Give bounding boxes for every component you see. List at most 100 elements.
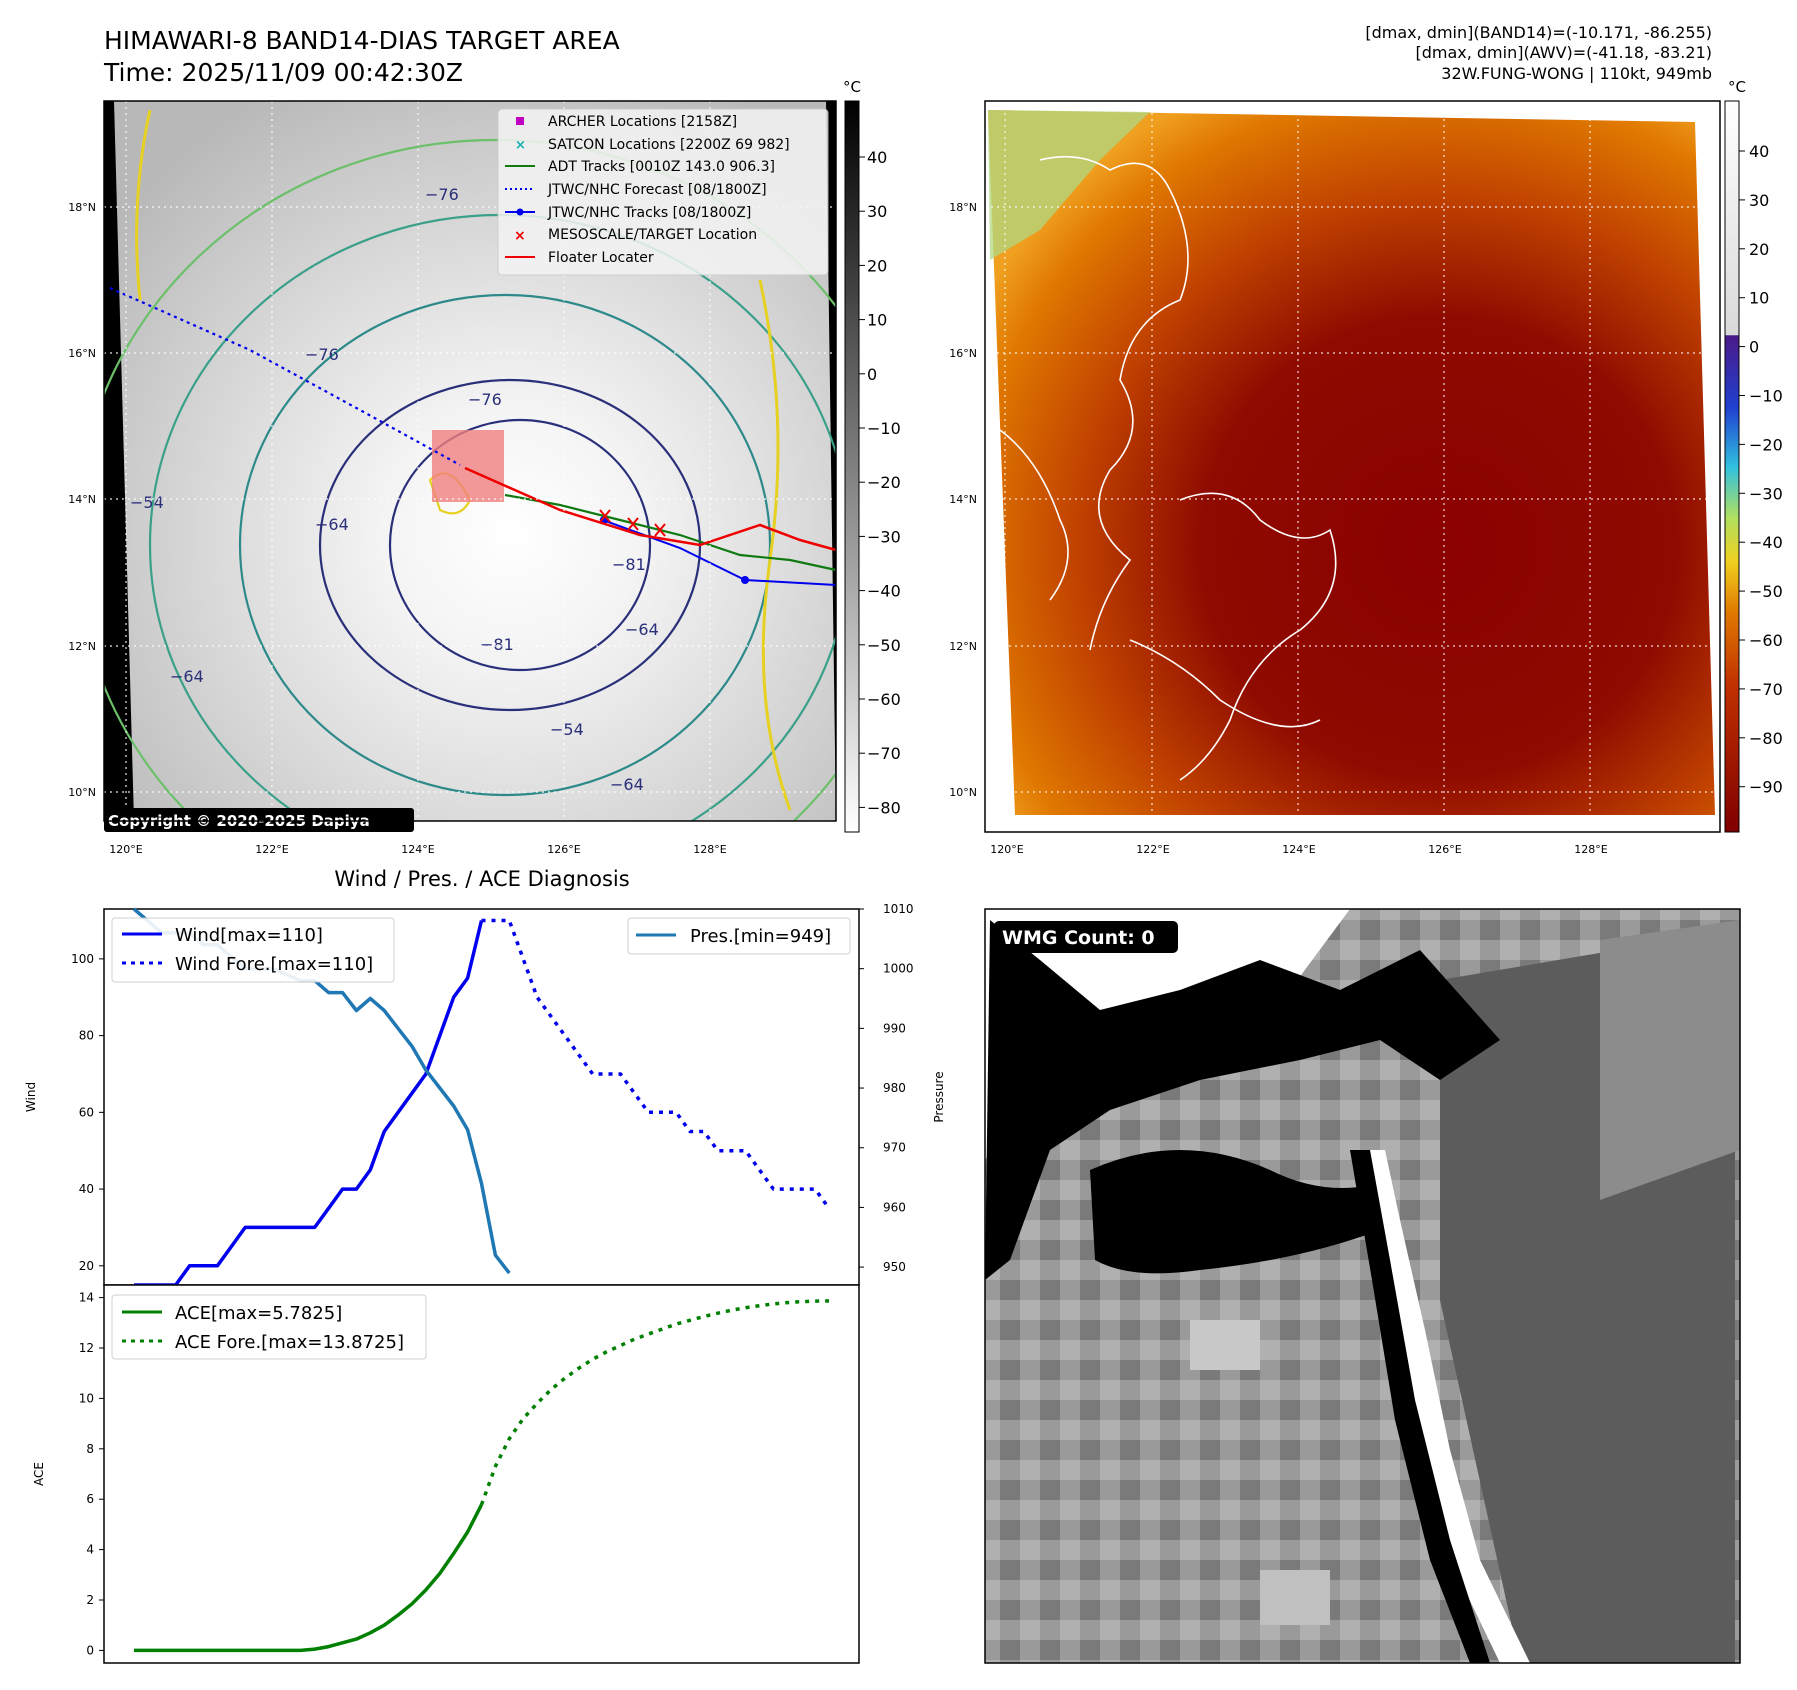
awv-imagery [988, 110, 1715, 815]
diag-band14: [dmax, dmin](BAND14)=(-10.171, -86.255) [1365, 23, 1712, 42]
wmg-panel: WMG Count: 0 [984, 908, 1741, 1664]
awv-coastlines [999, 155, 1337, 781]
ir-legend: ARCHER Locations [2158Z] × SATCON Locati… [497, 108, 829, 276]
awv-colorbar-tick-label: −30 [1749, 484, 1783, 503]
contour-label: −54 [550, 720, 584, 739]
wind-legend: Wind[max=110] Wind Fore.[max=110] Pres.[… [111, 917, 851, 983]
awv-colorbar-tick-label: 0 [1749, 338, 1759, 357]
tracks-marker [516, 208, 524, 216]
legend-tracks: JTWC/NHC Tracks [08/1800Z] [547, 205, 751, 221]
y-right-tick-label: 970 [883, 1141, 906, 1155]
ace-ylabel: ACE [32, 1462, 46, 1486]
map-axis-ticks: 120°E 122°E 124°E 126°E 128°E 18°N 16°N 14°N 12°… [68, 201, 1608, 856]
lat-tick-label: 18°N [68, 201, 96, 214]
y-right-tick-label: 980 [883, 1081, 906, 1095]
diagnosis-title: Wind / Pres. / ACE Diagnosis [334, 867, 629, 891]
y-tick-label: 80 [79, 1029, 94, 1043]
adt-track [504, 493, 837, 572]
contour-label: −81 [480, 635, 514, 654]
awv-colorbar-tick-label: −40 [1749, 533, 1783, 552]
legend-ace-fore: ACE Fore.[max=13.8725] [175, 1332, 404, 1353]
copyright-box [104, 808, 414, 832]
awv-colorbar-tick-label: 20 [1749, 240, 1769, 259]
wmg-black-blob [1090, 1150, 1390, 1274]
wmg-black-band [985, 920, 1500, 1280]
legend-archer: ARCHER Locations [2158Z] [548, 114, 737, 130]
awv-dry-region [988, 110, 1150, 260]
contour-label: −76 [468, 390, 502, 409]
figure-time: Time: 2025/11/09 00:42:30Z [104, 58, 463, 87]
wind-pressure-chart: Wind Pressure 20 40 60 80 100 950 960 970 980 990… [24, 902, 946, 1287]
lon-tick-label: 120°E [990, 843, 1023, 856]
y-tick-label: 12 [79, 1341, 94, 1355]
ir-colorbar-tick-label: 10 [867, 311, 887, 330]
legend-wind: Wind[max=110] [175, 925, 323, 946]
contour-label: −64 [610, 775, 644, 794]
contour-labels: −76 −76 −76 −64 −81 −81 −64 −54 −64 −54 … [130, 185, 659, 794]
y-right-tick-label: 1000 [883, 962, 914, 976]
wmg-bright-spot [1260, 1570, 1330, 1625]
legend-pres: Pres.[min=949] [690, 926, 831, 947]
y-tick-label: 20 [79, 1259, 94, 1273]
series-line-1 [479, 1299, 830, 1506]
series-line-1 [481, 918, 831, 1210]
awv-colorbar-ticks: 40 30 20 10 0 −10 −20 −30 −40 −50 −60 −70 −80 −90 [1739, 142, 1783, 797]
diag-storm: 32W.FUNG-WONG | 110kt, 949mb [1441, 64, 1712, 83]
ir-colorbar-tick-label: −60 [867, 690, 901, 709]
target-markers [599, 509, 666, 537]
lat-tick-label: 12°N [68, 640, 96, 653]
legend-adt: ADT Tracks [0010Z 143.0 906.3] [548, 159, 775, 175]
pres-legend-box [627, 917, 851, 955]
ace-series [134, 1299, 830, 1653]
lat-tick-label: 18°N [949, 201, 977, 214]
awv-colorbar [1724, 100, 1740, 833]
ir-gridlines [104, 101, 836, 821]
lat-tick-label: 16°N [949, 347, 977, 360]
wind-legend-box [111, 917, 395, 983]
figure-title: HIMAWARI-8 BAND14-DIAS TARGET AREA [104, 26, 620, 55]
wmg-mid-region [1600, 920, 1740, 1200]
ir-colorbar-tick-label: −50 [867, 636, 901, 655]
lat-tick-label: 12°N [949, 640, 977, 653]
wmg-label-box [994, 921, 1178, 953]
y-tick-label: 14 [79, 1291, 94, 1305]
series-line-0 [134, 920, 484, 1287]
lon-tick-label: 124°E [1282, 843, 1315, 856]
target-marker: × [514, 228, 526, 244]
awv-colorbar-tick-label: 40 [1749, 142, 1769, 161]
contour-label: −76 [425, 185, 459, 204]
legend-forecast: JTWC/NHC Forecast [08/1800Z] [547, 182, 767, 198]
awv-colorbar-tick-label: −70 [1749, 680, 1783, 699]
ir-colorbar-tick-label: −10 [867, 419, 901, 438]
lat-tick-label: 14°N [68, 493, 96, 506]
ir-colorbar-tick-label: −40 [867, 582, 901, 601]
series-line-0 [134, 1503, 484, 1653]
y-right-tick-label: 1010 [883, 902, 914, 916]
awv-colorbar-tick-label: −50 [1749, 582, 1783, 601]
legend-box [497, 108, 829, 276]
y-tick-label: 8 [86, 1442, 94, 1456]
awv-colorbar-unit: °C [1728, 78, 1746, 96]
awv-gridlines [985, 101, 1720, 832]
pressure-ylabel: Pressure [932, 1071, 946, 1122]
contour-label: −64 [315, 515, 349, 534]
wmg-white-streak [1365, 1150, 1530, 1663]
wmg-frame [984, 908, 1741, 1664]
y-right-tick-label: 990 [883, 1021, 906, 1035]
legend-floater: Floater Locater [548, 250, 654, 266]
ir-panel: −76 −76 −76 −64 −81 −81 −64 −54 −64 −54 … [103, 78, 901, 833]
y-tick-label: 60 [79, 1105, 94, 1119]
ir-colorbar-tick-label: −20 [867, 473, 901, 492]
ace-legend: ACE[max=5.7825] ACE Fore.[max=13.8725] [111, 1294, 427, 1360]
ir-colorbar-tick-label: −80 [867, 798, 901, 817]
ir-colorbar-unit: °C [843, 78, 861, 96]
lon-tick-label: 124°E [401, 843, 434, 856]
y-tick-label: 4 [86, 1543, 94, 1557]
awv-frame [984, 100, 1721, 833]
contour-label: −76 [305, 345, 339, 364]
legend-target: MESOSCALE/TARGET Location [548, 227, 757, 243]
lon-tick-label: 120°E [109, 843, 142, 856]
contour-label: −64 [625, 620, 659, 639]
lat-tick-label: 14°N [949, 493, 977, 506]
lon-tick-label: 122°E [1136, 843, 1169, 856]
